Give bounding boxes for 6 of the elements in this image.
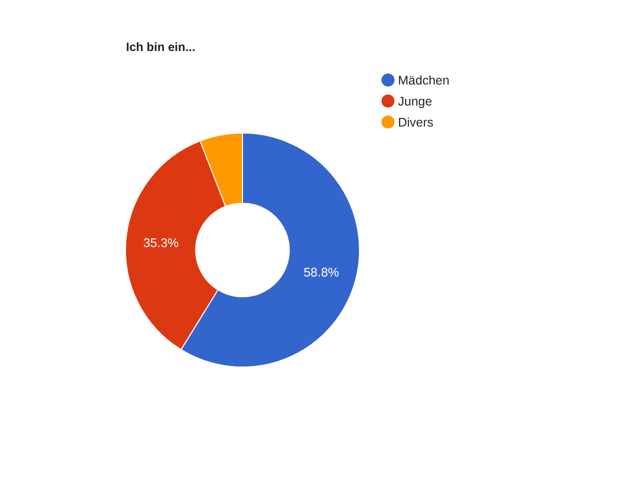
data-label: 35.3%: [143, 236, 179, 250]
data-label: 58.8%: [304, 266, 340, 280]
legend-label: Junge: [398, 94, 432, 108]
legend-label: Mädchen: [398, 73, 450, 88]
legend-label: Divers: [398, 115, 434, 130]
chart-title: Ich bin ein...: [126, 40, 196, 54]
